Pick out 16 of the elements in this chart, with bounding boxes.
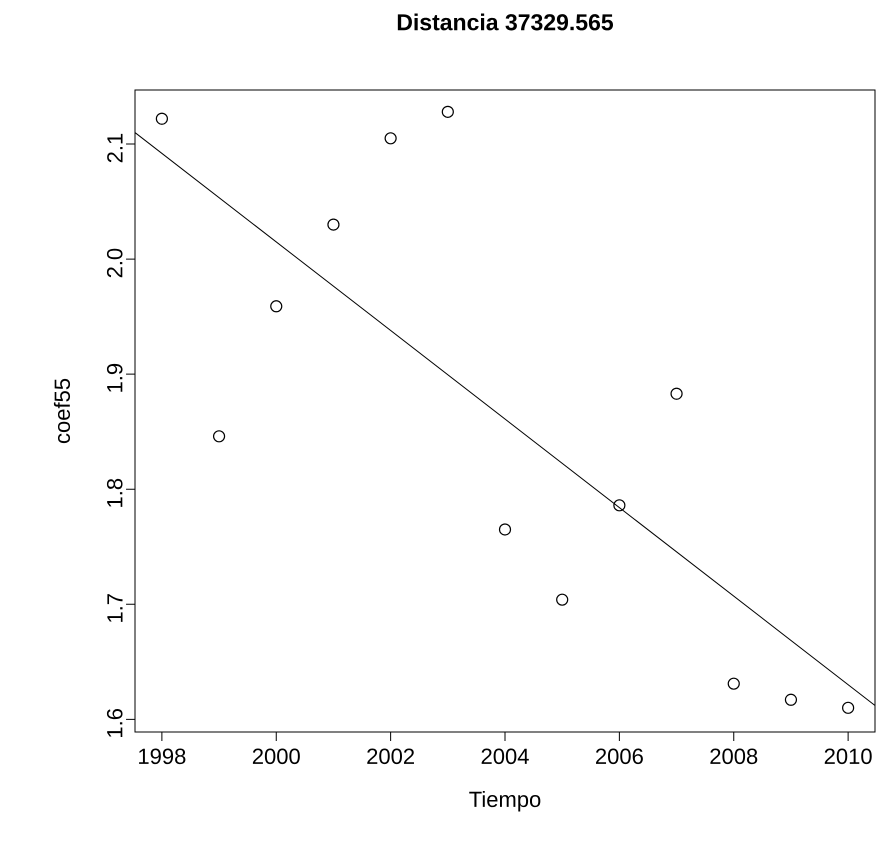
y-tick-label: 2.0: [106, 248, 123, 278]
x-tick-label: 2008: [710, 748, 758, 764]
y-tick-label: 2.1: [107, 134, 123, 162]
x-tick-label: 2004: [482, 748, 529, 764]
x-tick-label: 2010: [824, 748, 872, 764]
x-axis-title: Tiempo: [469, 790, 540, 812]
x-tick-label: 2002: [367, 748, 414, 764]
x-tick-label: 1998: [139, 748, 186, 764]
x-tick-label: 2006: [596, 748, 643, 764]
y-tick-label: 1.8: [106, 478, 123, 507]
y-tick-label: 1.7: [107, 594, 123, 622]
x-tick-label: 2000: [252, 748, 300, 764]
y-tick-label: 1.9: [106, 364, 123, 392]
y-axis-title: coef55: [54, 378, 70, 444]
chart-title: Distancia 37329.565: [398, 14, 614, 30]
y-tick-label: 1.6: [106, 709, 123, 737]
